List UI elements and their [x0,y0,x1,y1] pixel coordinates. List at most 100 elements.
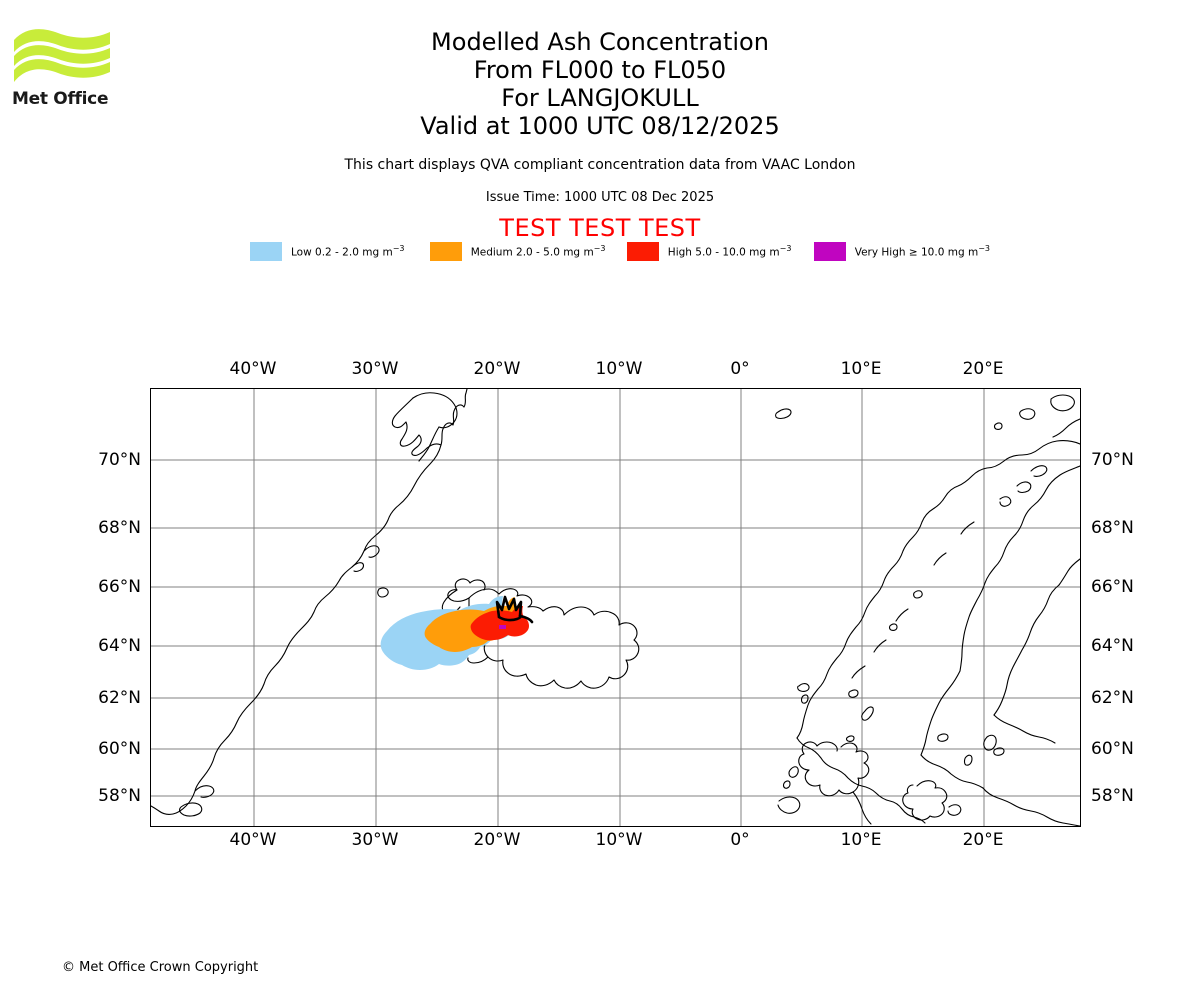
legend-swatch-high [626,241,659,261]
coastline-greenland-south-island [179,802,203,817]
lat-label-right-70n: 70°N [1091,450,1134,470]
legend-exponent-very-high: −3 [978,243,990,253]
lon-label-bottom-30w: 30°W [351,830,399,850]
coastline-faroe-2 [800,694,809,704]
coastline-baltic-south [920,754,984,789]
coastline-bear-island [993,422,1003,430]
legend-label-medium: Medium 2.0 - 5.0 mg m−3 [470,243,606,259]
met-office-logo-text: Met Office [12,89,109,109]
disclaimer-block: This chart displays QVA compliant concen… [0,155,1200,175]
qva-disclaimer: This chart displays QVA compliant concen… [344,157,856,173]
concentration-legend: Low 0.2 - 2.0 mg m−3 Medium 2.0 - 5.0 mg… [250,241,990,261]
coastline-svalbard-b [1019,408,1036,420]
legend-item-very-high: Very High ≥ 10.0 mg m−3 [813,241,990,261]
coastline-norway-inlet-1 [960,521,975,535]
map-canvas [151,389,1080,826]
lon-label-top-0: 0° [730,359,750,379]
coastline-denmark-islands [947,804,962,816]
coastline-britain-east [852,791,872,825]
legend-label-very-high: Very High ≥ 10.0 mg m−3 [854,243,990,259]
issue-time: Issue Time: 1000 UTC 08 Dec 2025 [485,190,715,205]
legend-exponent-low: −3 [392,243,405,253]
lat-label-left-68n: 68°N [98,518,141,538]
lon-label-bottom-40w: 40°W [229,830,277,850]
coastline-iceland [468,588,640,689]
copyright-notice: © Met Office Crown Copyright [62,960,259,975]
coastline-kola-a [1052,418,1080,438]
lon-label-top-40w: 40°W [229,359,277,379]
coastline-iceland-south-bay [467,656,489,664]
legend-exponent-high: −3 [779,243,792,253]
coastline-norway-inlet-2 [933,552,947,566]
coastline-hebrides-1 [788,766,799,778]
legend-swatch-low [250,241,282,261]
lat-label-right-60n: 60°N [1091,739,1134,759]
coastline-scotland [798,741,870,797]
coastline-oland [963,754,973,766]
ash-plume [380,596,529,670]
coastline-finland-south [993,714,1056,744]
coastline-gotland [983,734,997,751]
lat-label-left-70n: 70°N [98,450,141,470]
coastline-greenland-island-a [377,587,389,598]
test-banner: TEST TEST TEST [499,214,701,242]
legend-item-low: Low 0.2 - 2.0 mg m−3 [250,241,404,261]
coastline-jan-mayen [775,408,792,420]
langjokull-glacier-marker [495,595,534,624]
coastline-norway-island-c [848,689,859,698]
lon-label-bottom-10e: 10°E [840,830,882,850]
legend-label-high: High 5.0 - 10.0 mg m−3 [667,243,792,259]
coastline-denmark [902,780,948,821]
lat-label-left-62n: 62°N [98,688,141,708]
coastline-hebrides-2 [782,780,791,789]
lat-label-right-62n: 62°N [1091,688,1134,708]
coastline-germany-poland [982,787,1080,826]
coastline-faroe-1 [797,683,810,692]
lat-label-left-58n: 58°N [98,786,141,806]
lon-label-top-10w: 10°W [595,359,643,379]
lon-label-top-20w: 20°W [473,359,521,379]
lon-label-bottom-0: 0° [730,830,750,850]
lon-label-top-30w: 30°W [351,359,399,379]
coastline-greenland-north-inlet [412,392,458,429]
legend-swatch-very-high [813,241,846,261]
legend-item-medium: Medium 2.0 - 5.0 mg m−3 [429,241,606,261]
coastline-norway [796,440,1080,739]
lat-label-left-60n: 60°N [98,739,141,759]
graticule-gridlines [151,389,1080,826]
coastline-norway-island-a [913,590,923,599]
legend-swatch-medium [429,241,462,261]
legend-label-low: Low 0.2 - 2.0 mg m−3 [291,243,405,259]
legend-exponent-medium: −3 [593,243,606,253]
coastline-norway-lofoten-1 [1030,465,1048,477]
lat-label-right-66n: 66°N [1091,577,1134,597]
met-office-wave-icon [14,29,110,82]
ash-concentration-map[interactable] [150,388,1081,827]
legend-item-high: High 5.0 - 10.0 mg m−3 [626,241,792,261]
coastline-norway-fjord-1 [895,608,909,622]
coastline-aland [937,733,949,742]
coastline-orkney [845,735,855,742]
lat-label-left-66n: 66°N [98,577,141,597]
coastline-norway-island-b [888,623,898,631]
lon-label-top-10e: 10°E [840,359,882,379]
coastline-norway-south [796,737,926,824]
volcano-name-line: For LANGJOKULL [501,84,699,112]
met-office-logo: Met Office [12,26,112,111]
coastline-greenland [391,389,468,456]
coastline-svalbard-a [1050,394,1075,412]
coastlines [151,389,1080,826]
coastline-bothnia-east [993,584,1060,716]
lat-label-left-64n: 64°N [98,636,141,656]
chart-title-block: Modelled Ash Concentration From FL000 to… [0,28,1200,140]
coastline-finland-north [1058,558,1080,586]
coastline-norway-lofoten-3 [999,496,1012,507]
coastline-shetland [861,706,874,721]
coastline-norway-fjord-2 [873,639,887,653]
lon-label-top-20e: 20°E [962,359,1004,379]
coastline-greenland-fjord-a [418,426,440,462]
coastline-sweden-finland-border [959,465,1080,672]
coastline-greenland-peninsula-1 [363,545,380,558]
valid-at-line: Valid at 1000 UTC 08/12/2025 [420,112,780,140]
page-title: Modelled Ash Concentration [431,28,769,56]
